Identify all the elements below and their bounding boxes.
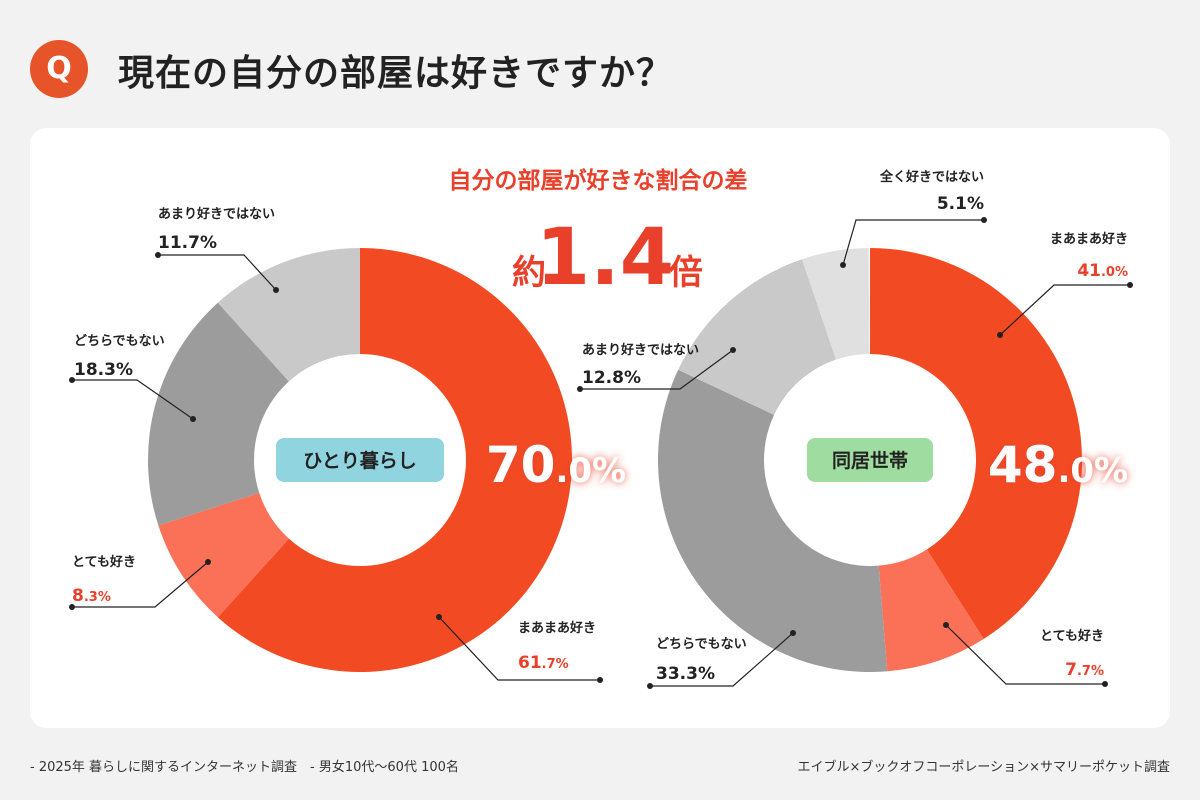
donut-chart-family: 同居世帯 48.0% まあまあ好き 41.0% とても好き 7.7% どちらでもない 33.3… (577, 169, 1133, 689)
question-badge: Q (30, 40, 88, 98)
slice-4 (678, 259, 836, 415)
slice-3 (657, 369, 888, 672)
leader-line (650, 632, 794, 687)
leader-dot (790, 630, 796, 636)
leader-dot (1102, 681, 1108, 687)
center-label: 同居世帯 (832, 449, 908, 472)
leader-line (842, 219, 984, 266)
center-label-pill (807, 438, 933, 482)
highlight-percentage: 70.0% (486, 436, 626, 494)
slice-1 (217, 248, 573, 673)
slice-label-name: あまり好きではない (158, 206, 275, 222)
slice-label-value: 61.7% (518, 653, 569, 673)
page-title: 現在の自分の部屋は好きですか？ (118, 53, 674, 94)
slice-4 (217, 247, 360, 382)
slice-1 (870, 248, 1082, 639)
leader-dot (981, 217, 987, 223)
slice-5 (801, 248, 870, 360)
slice-label-name: まあまあ好き (1050, 231, 1128, 247)
leader-line (945, 624, 1105, 685)
slice-2 (158, 492, 289, 618)
footer-survey-info: - 2025年 暮らしに関するインターネット調査 - 男女10代〜60代 100… (30, 760, 459, 775)
leader-line (72, 561, 209, 608)
leader-dot (943, 622, 949, 628)
slice-3 (147, 302, 289, 526)
slice-label-name: とても好き (1040, 628, 1104, 644)
slice-label-value: 18.3% (74, 360, 133, 380)
slice-label-name: どちらでもない (656, 637, 747, 652)
leader-dot (69, 377, 75, 383)
slice-label-value: 8.3% (72, 586, 111, 606)
leader-dot (273, 287, 279, 293)
leader-line (438, 616, 600, 681)
slice-label-value: 33.3% (656, 664, 715, 684)
ratio-suffix: 倍 (669, 253, 703, 293)
center-label: ひとり暮らし (303, 450, 416, 472)
leader-line (580, 349, 734, 390)
leader-dot (840, 262, 846, 268)
leader-dot (730, 347, 736, 353)
leader-dot (997, 332, 1003, 338)
leader-dot (69, 604, 75, 610)
ratio-value: 1.4 (536, 213, 674, 303)
slice-label-name: まあまあ好き (518, 620, 596, 636)
leader-dot (205, 559, 211, 565)
footer-credit: エイブル×ブックオフコーポレーション×サマリーポケット調査 (797, 760, 1170, 775)
leader-line (158, 254, 277, 291)
slice-label-value: 7.7% (1065, 660, 1104, 680)
slice-label-value: 12.8% (582, 368, 641, 388)
leader-dot (436, 614, 442, 620)
slice-2 (878, 549, 984, 672)
comparison-headline: 自分の部屋が好きな割合の差 (449, 167, 748, 194)
slice-label-value: 41.0% (1077, 261, 1128, 281)
slice-label-name: どちらでもない (74, 334, 165, 349)
leader-dot (597, 677, 603, 683)
slice-label-value: 5.1% (937, 194, 984, 214)
leader-dot (190, 416, 196, 422)
highlight-percentage: 48.0% (988, 436, 1128, 494)
leader-dot (155, 252, 161, 258)
leader-line (999, 284, 1130, 336)
leader-dot (577, 386, 583, 392)
slice-label-value: 11.7% (158, 233, 217, 253)
donut-chart-single: ひとり暮らし 70.0% まあまあ好き 61.7% とても好き 8.3% どちらでもない 18… (69, 206, 626, 683)
leader-dot (1127, 282, 1133, 288)
leader-line (72, 379, 194, 420)
slice-label-name: とても好き (72, 554, 136, 570)
center-label-pill (276, 438, 444, 482)
ratio-prefix: 約 (512, 253, 546, 293)
leader-dot (647, 683, 653, 689)
slice-label-name: あまり好きではない (582, 342, 699, 358)
slice-label-name: 全く好きではない (879, 169, 984, 185)
